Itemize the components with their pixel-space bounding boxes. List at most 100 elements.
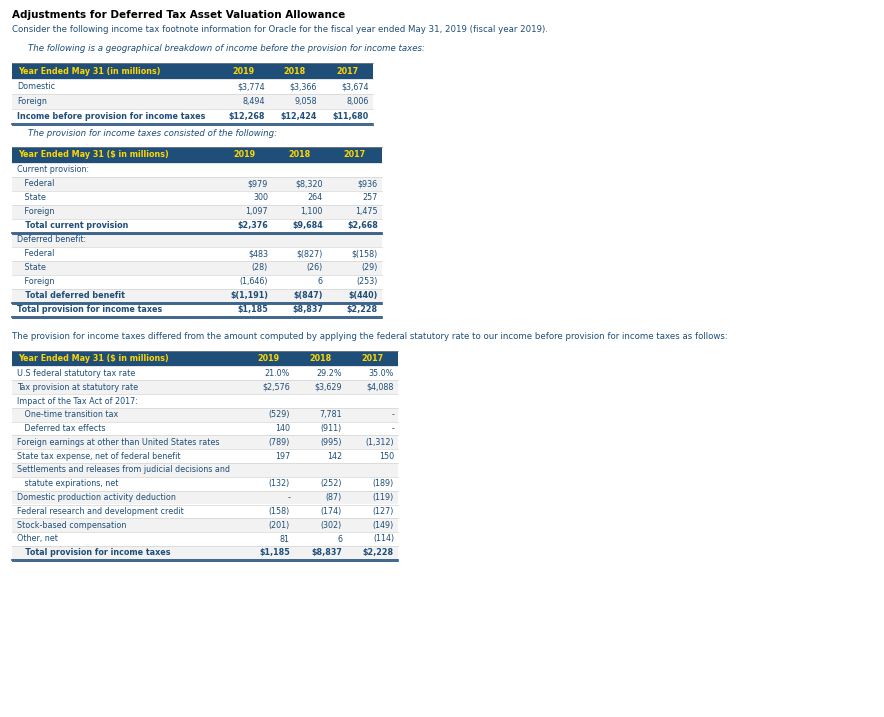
Bar [12, 177, 382, 191]
Bar [12, 351, 242, 366]
Bar [12, 490, 398, 505]
Text: 7,781: 7,781 [319, 410, 342, 419]
Bar [12, 261, 382, 275]
Text: 142: 142 [327, 452, 342, 461]
Text: One-time transition tax: One-time transition tax [17, 410, 118, 419]
Bar [294, 351, 346, 366]
Text: Foreign: Foreign [17, 97, 47, 106]
Text: Year Ended May 31 ($ in millions): Year Ended May 31 ($ in millions) [18, 151, 169, 159]
Bar [12, 505, 398, 518]
Text: Foreign: Foreign [17, 207, 55, 217]
Text: (28): (28) [252, 263, 268, 272]
Text: (119): (119) [373, 493, 394, 502]
Text: $(827): $(827) [297, 250, 323, 258]
Bar [12, 366, 398, 380]
Text: Domestic: Domestic [17, 82, 55, 91]
Bar [12, 233, 382, 247]
Bar [12, 63, 217, 79]
Text: $8,837: $8,837 [292, 305, 323, 314]
Text: Domestic production activity deduction: Domestic production activity deduction [17, 493, 176, 502]
Text: 6: 6 [318, 277, 323, 286]
Text: Year Ended May 31 (in millions): Year Ended May 31 (in millions) [18, 67, 161, 75]
Bar [12, 275, 382, 289]
Text: Foreign earnings at other than United States rates: Foreign earnings at other than United St… [17, 438, 219, 447]
Bar [12, 289, 382, 303]
Text: 6: 6 [337, 534, 342, 543]
Text: $3,774: $3,774 [238, 82, 265, 91]
Text: $4,088: $4,088 [367, 383, 394, 391]
Text: 2019: 2019 [232, 67, 254, 75]
Text: $8,837: $8,837 [311, 549, 342, 557]
Text: 8,494: 8,494 [242, 97, 265, 106]
Text: -: - [287, 493, 290, 502]
Text: Total provision for income taxes: Total provision for income taxes [17, 549, 171, 557]
Text: $(158): $(158) [352, 250, 378, 258]
Text: Federal: Federal [17, 250, 55, 258]
Bar [12, 408, 398, 422]
Bar [12, 205, 382, 219]
Text: $1,185: $1,185 [237, 305, 268, 314]
Text: (911): (911) [321, 424, 342, 433]
Text: Impact of the Tax Act of 2017:: Impact of the Tax Act of 2017: [17, 397, 138, 406]
Bar [12, 422, 398, 435]
Bar [321, 63, 373, 79]
Bar [217, 63, 269, 79]
Text: Total provision for income taxes: Total provision for income taxes [17, 305, 163, 314]
Text: $8,320: $8,320 [295, 179, 323, 189]
Text: 2018: 2018 [284, 67, 306, 75]
Text: $483: $483 [248, 250, 268, 258]
Bar [12, 380, 398, 394]
Text: $2,668: $2,668 [347, 222, 378, 230]
Text: 140: 140 [275, 424, 290, 433]
Text: (29): (29) [362, 263, 378, 272]
Text: $2,376: $2,376 [237, 222, 268, 230]
Text: (26): (26) [307, 263, 323, 272]
Text: 2017: 2017 [361, 354, 383, 364]
Text: Income before provision for income taxes: Income before provision for income taxes [17, 112, 205, 120]
Text: $11,680: $11,680 [332, 112, 369, 120]
Text: $3,629: $3,629 [315, 383, 342, 391]
Text: Stock-based compensation: Stock-based compensation [17, 521, 126, 530]
Text: 150: 150 [379, 452, 394, 461]
Text: 8,006: 8,006 [347, 97, 369, 106]
Text: $12,268: $12,268 [228, 112, 265, 120]
Text: $1,185: $1,185 [259, 549, 290, 557]
Text: 35.0%: 35.0% [369, 369, 394, 378]
Bar [12, 79, 373, 94]
Text: Deferred tax effects: Deferred tax effects [17, 424, 105, 433]
Text: 1,097: 1,097 [246, 207, 268, 217]
Bar [272, 147, 327, 163]
Bar [12, 247, 382, 261]
Text: Federal: Federal [17, 179, 55, 189]
Bar [12, 518, 398, 532]
Text: (1,646): (1,646) [240, 277, 268, 286]
Text: (252): (252) [321, 479, 342, 488]
Text: (149): (149) [373, 521, 394, 530]
Text: 2018: 2018 [288, 151, 310, 159]
Text: The provision for income taxes consisted of the following:: The provision for income taxes consisted… [28, 129, 277, 138]
Text: (302): (302) [321, 521, 342, 530]
Bar [12, 463, 398, 477]
Text: 21.0%: 21.0% [264, 369, 290, 378]
Text: -: - [391, 410, 394, 419]
Text: State: State [17, 263, 46, 272]
Text: $3,674: $3,674 [341, 82, 369, 91]
Text: 81: 81 [280, 534, 290, 543]
Text: State: State [17, 194, 46, 202]
Text: (174): (174) [321, 507, 342, 516]
Text: -: - [391, 424, 394, 433]
Text: $936: $936 [358, 179, 378, 189]
Text: 2017: 2017 [336, 67, 358, 75]
Text: 9,058: 9,058 [294, 97, 317, 106]
Bar [12, 450, 398, 463]
Bar [346, 351, 398, 366]
Text: Total deferred benefit: Total deferred benefit [17, 291, 125, 300]
Text: (189): (189) [373, 479, 394, 488]
Text: Tax provision at statutory rate: Tax provision at statutory rate [17, 383, 138, 391]
Text: Current provision:: Current provision: [17, 166, 89, 174]
Text: 2019: 2019 [257, 354, 279, 364]
Text: $979: $979 [248, 179, 268, 189]
Bar [12, 163, 382, 177]
Bar [12, 546, 398, 560]
Text: $(1,191): $(1,191) [230, 291, 268, 300]
